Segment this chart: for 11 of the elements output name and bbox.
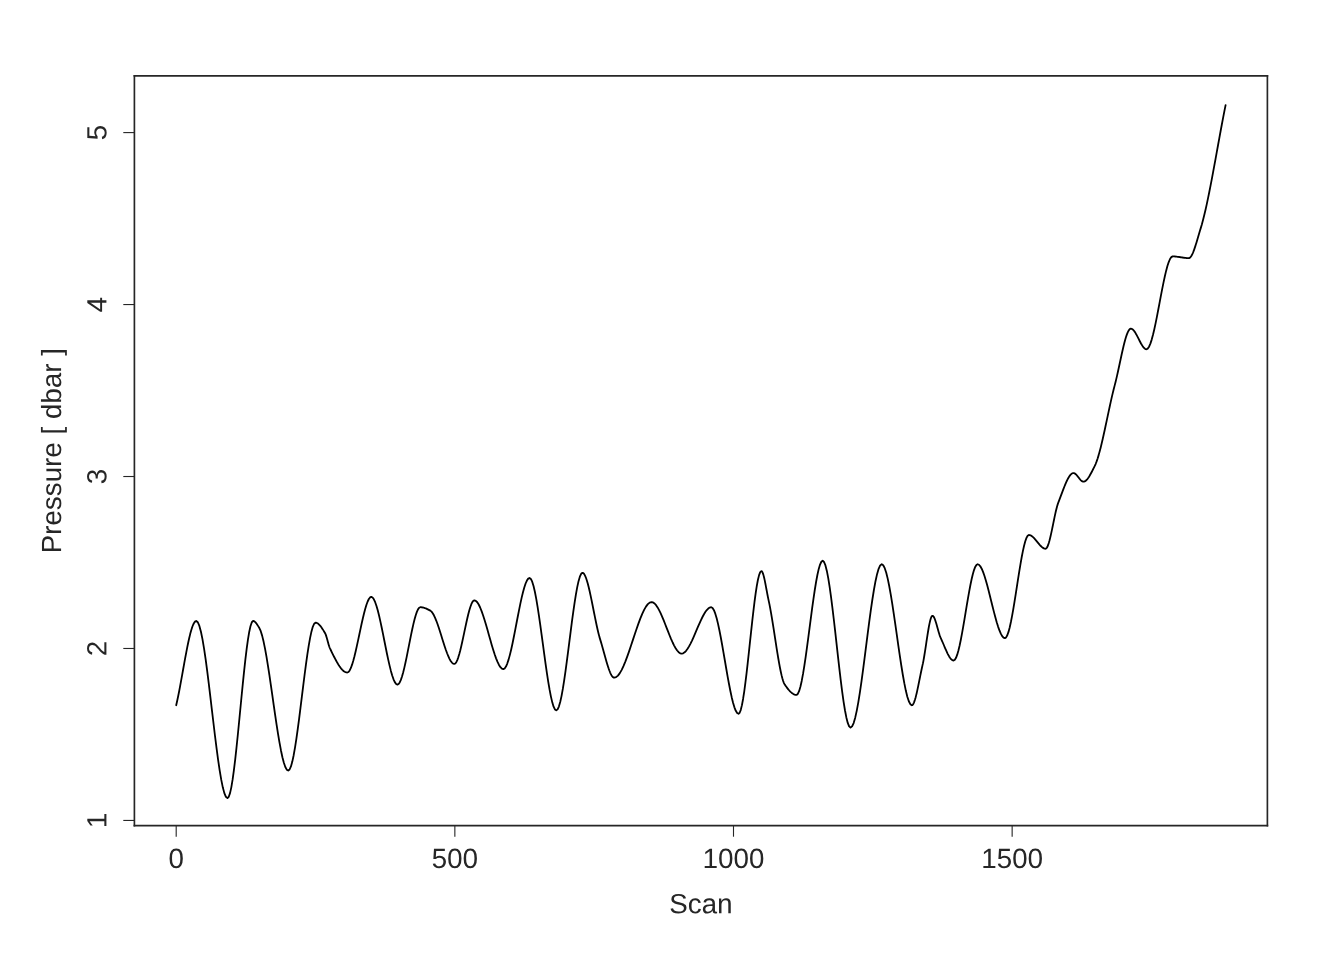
y-tick-label: 5 <box>87 126 107 140</box>
y-axis-title: Pressure [ dbar ] <box>40 350 67 552</box>
x-tick-label: 1500 <box>983 848 1042 869</box>
y-tick-label: 3 <box>87 470 107 484</box>
x-tick-label: 500 <box>432 848 477 869</box>
x-tick-label: 1000 <box>704 848 764 869</box>
x-axis-title: Scan <box>670 893 731 914</box>
y-tick-label: 2 <box>87 642 107 655</box>
x-tick-label: 0 <box>169 848 183 869</box>
y-tick-label: 4 <box>87 297 107 312</box>
y-tick-label: 1 <box>87 814 107 827</box>
